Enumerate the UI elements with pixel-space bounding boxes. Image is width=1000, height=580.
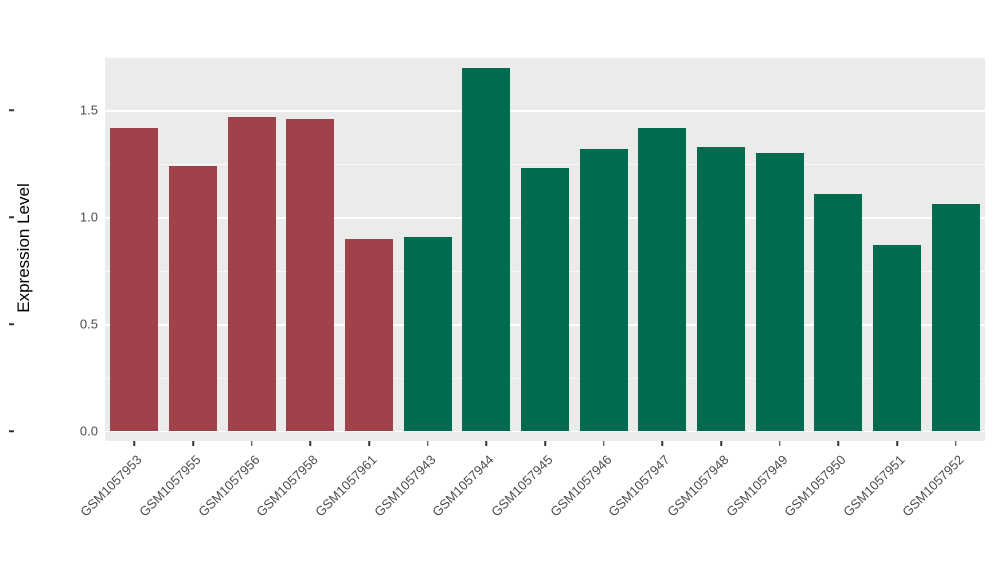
y-tick-label: 1.5 — [79, 102, 98, 118]
x-tick-label: GSM1057946 — [546, 452, 615, 520]
x-tick-label: GSM1057961 — [312, 452, 380, 520]
x-tick-mark — [954, 441, 957, 446]
x-tick-mark — [426, 441, 429, 446]
x-tick-mark — [837, 441, 840, 446]
y-tick-mark — [9, 216, 14, 219]
x-tick-label: GSM1057948 — [664, 452, 732, 520]
gridline-minor — [105, 57, 985, 58]
y-tick-label: 1.0 — [79, 209, 98, 225]
x-tick-mark — [778, 441, 781, 446]
bar — [814, 193, 863, 431]
x-tick-mark — [192, 441, 194, 446]
x-tick-label: GSM1057943 — [370, 452, 439, 520]
gridline-major — [105, 110, 985, 112]
y-tick-mark — [9, 109, 14, 112]
bar — [873, 245, 921, 431]
x-tick-label: GSM1057950 — [781, 452, 849, 520]
x-tick-label: GSM1057949 — [722, 452, 791, 520]
y-axis-title-text: Expression Level — [14, 183, 33, 313]
x-tick-label: GSM1057953 — [77, 452, 145, 520]
x-tick-mark — [544, 441, 546, 446]
bar — [462, 67, 511, 431]
x-tick-label: GSM1057955 — [136, 452, 204, 520]
bar — [345, 238, 393, 431]
bar — [521, 168, 569, 431]
x-tick-mark — [720, 441, 722, 446]
x-tick-mark — [133, 441, 136, 446]
x-tick-label: GSM1057956 — [194, 452, 263, 520]
x-tick-label: GSM1057944 — [429, 452, 497, 520]
bar — [286, 118, 335, 431]
x-tick-label: GSM1057958 — [253, 452, 321, 520]
x-tick-mark — [661, 441, 664, 446]
y-tick-label: 0.5 — [79, 316, 98, 332]
x-tick-mark — [896, 441, 898, 446]
x-tick-label: GSM1057952 — [898, 452, 967, 520]
bar — [931, 204, 980, 431]
plot-area — [105, 57, 985, 441]
bar — [579, 148, 628, 431]
y-tick-mark — [9, 323, 14, 325]
bar — [169, 166, 217, 431]
y-tick-label: 0.0 — [79, 423, 98, 439]
x-tick-mark — [309, 441, 312, 446]
x-tick-mark — [602, 441, 605, 446]
bar — [227, 116, 276, 431]
x-tick-label: GSM1057951 — [840, 452, 908, 520]
gridline-minor — [105, 163, 985, 165]
gridline-major — [105, 431, 985, 433]
y-tick-mark — [9, 430, 14, 432]
x-tick-label: GSM1057945 — [488, 452, 556, 520]
bar — [403, 236, 452, 431]
bar — [755, 153, 804, 431]
bar — [110, 127, 159, 431]
x-tick-mark — [250, 441, 253, 446]
x-tick-mark — [485, 441, 488, 446]
bar — [697, 146, 745, 431]
x-tick-mark — [368, 441, 370, 446]
x-tick-label: GSM1057947 — [605, 452, 673, 520]
bar — [638, 127, 687, 431]
